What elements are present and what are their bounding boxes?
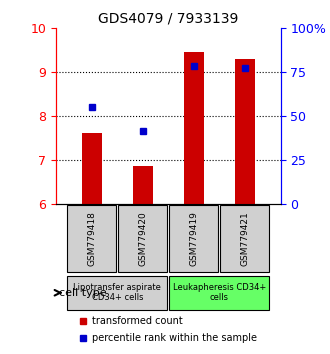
Text: cell type: cell type <box>59 288 106 298</box>
Bar <box>133 166 153 204</box>
FancyBboxPatch shape <box>67 205 116 272</box>
Title: GDS4079 / 7933139: GDS4079 / 7933139 <box>98 12 239 26</box>
FancyBboxPatch shape <box>67 275 167 310</box>
FancyBboxPatch shape <box>118 205 167 272</box>
Text: GSM779419: GSM779419 <box>189 211 198 266</box>
Text: GSM779421: GSM779421 <box>240 211 249 266</box>
FancyBboxPatch shape <box>220 205 269 272</box>
Text: percentile rank within the sample: percentile rank within the sample <box>92 333 257 343</box>
Bar <box>82 133 102 204</box>
Bar <box>183 52 204 204</box>
Bar <box>235 59 255 204</box>
Text: Leukapheresis CD34+
cells: Leukapheresis CD34+ cells <box>173 283 266 302</box>
Text: GSM779420: GSM779420 <box>138 211 147 266</box>
Text: transformed count: transformed count <box>92 316 183 326</box>
FancyBboxPatch shape <box>169 205 218 272</box>
FancyBboxPatch shape <box>169 275 269 310</box>
Text: GSM779418: GSM779418 <box>87 211 96 266</box>
Text: Lipotransfer aspirate
CD34+ cells: Lipotransfer aspirate CD34+ cells <box>73 283 161 302</box>
